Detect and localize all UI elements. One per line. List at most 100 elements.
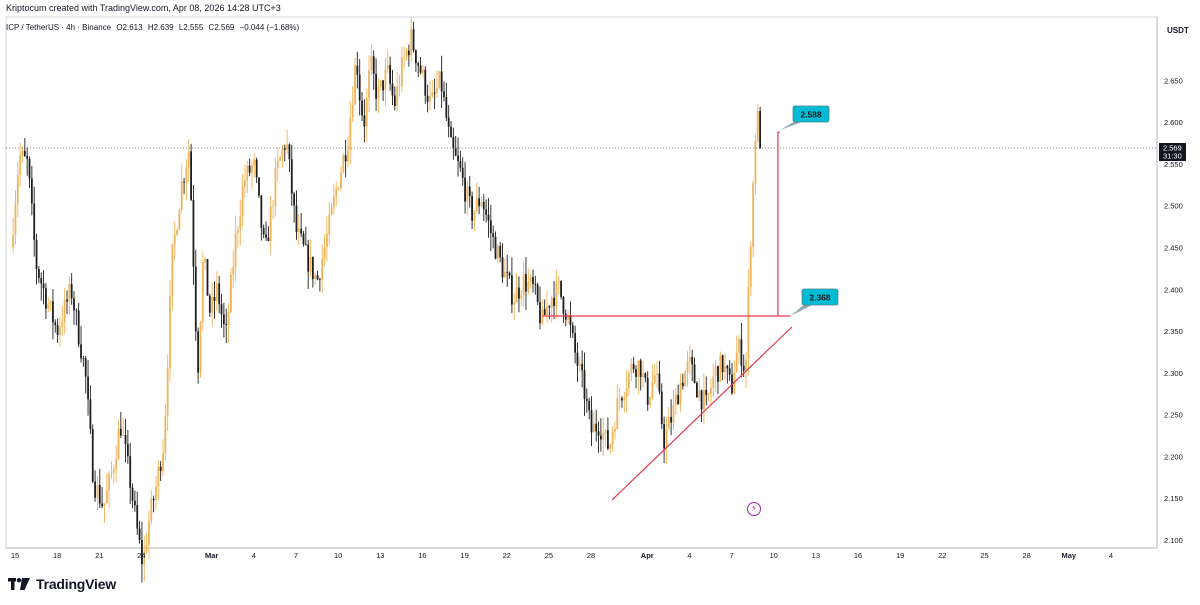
candle-body — [581, 363, 584, 371]
candle-body — [290, 159, 293, 194]
time-tick-label: 28 — [587, 551, 595, 560]
time-axis[interactable]: 15 18 21 24 Mar 4 7 10 13 16 19 22 25 28 Apr 4 7 10 13 16 19… — [11, 551, 1113, 560]
candle-body — [68, 283, 71, 302]
lightning-event-icon[interactable]: ⚡ — [747, 502, 761, 516]
candle-body — [103, 503, 106, 507]
candle-body — [468, 186, 471, 197]
candle-body — [578, 363, 581, 366]
candle-body — [674, 394, 677, 405]
time-tick-label: 18 — [53, 551, 61, 560]
candle-body — [220, 304, 223, 315]
candle-body — [440, 71, 443, 92]
candle-body — [171, 244, 174, 297]
candle-body — [244, 180, 246, 187]
candle-body — [384, 68, 387, 91]
candle-body — [721, 355, 724, 373]
candle-body — [304, 244, 307, 246]
candle-body — [660, 391, 663, 425]
candle-body — [115, 459, 118, 469]
price-tick-label: 2.650 — [1164, 76, 1183, 85]
candle-body — [670, 416, 673, 423]
time-tick-label: 16 — [418, 551, 426, 560]
target-callout-text: 2.588 — [800, 110, 822, 120]
time-tick-label: Apr — [641, 551, 654, 560]
candle-body — [513, 302, 516, 305]
candle-body — [665, 429, 668, 449]
drawings-layer: 2.588 2.368 — [6, 105, 1157, 501]
candle-body — [417, 63, 420, 66]
candle-body — [377, 86, 380, 99]
candle-body — [740, 339, 743, 366]
support-callout[interactable]: 2.368 — [790, 288, 839, 317]
candle-body — [98, 484, 101, 504]
candle-body — [351, 104, 354, 119]
target-callout[interactable]: 2.588 — [779, 105, 830, 131]
candle-body — [368, 70, 370, 99]
time-tick-label: 28 — [1022, 551, 1030, 560]
candle-body — [447, 117, 450, 127]
candle-body — [574, 333, 577, 353]
change-value: −0.044 (−1.68%) — [239, 23, 300, 32]
candle-body — [459, 161, 462, 168]
candle-body — [475, 198, 478, 211]
candle-body — [157, 466, 160, 487]
candle-body — [166, 368, 169, 416]
symbol-name[interactable]: ICP / TetherUS · 4h · Binance — [6, 23, 112, 32]
candle-body — [124, 434, 127, 445]
target-callout-pointer — [779, 120, 807, 131]
candle-body — [82, 358, 85, 360]
candle-body — [61, 322, 64, 327]
rising-trendline[interactable] — [611, 326, 793, 501]
candle-body — [16, 175, 19, 204]
candle-body — [667, 416, 670, 430]
candle-body — [604, 430, 607, 433]
candle-body — [241, 186, 244, 217]
candle-body — [363, 115, 366, 127]
candle-body — [609, 444, 612, 449]
candle-body — [159, 466, 162, 472]
bar-countdown: 31:30 — [1163, 152, 1182, 161]
candle-body — [391, 83, 394, 96]
candle-body — [576, 352, 579, 366]
candle-body — [251, 164, 253, 173]
candle-body — [335, 189, 338, 197]
candle-body — [328, 214, 331, 235]
candle-body — [527, 281, 530, 292]
candle-body — [56, 325, 59, 336]
candle-body — [201, 261, 204, 323]
candle-body — [246, 165, 249, 181]
candle-body — [496, 245, 499, 259]
candle-body — [389, 65, 392, 84]
candle-body — [323, 247, 326, 259]
candle-body — [445, 96, 448, 118]
candle-body — [286, 144, 289, 150]
candle-body — [155, 486, 157, 501]
time-tick-label: 22 — [938, 551, 946, 560]
candle-body — [122, 434, 125, 436]
candle-body — [710, 388, 712, 394]
time-tick-label: 19 — [460, 551, 468, 560]
candle-body — [138, 528, 141, 540]
low-value: L2.555 — [178, 23, 204, 32]
candle-body — [274, 167, 277, 206]
candle-body — [567, 315, 570, 320]
candle-body — [12, 234, 15, 248]
candle-body — [454, 148, 457, 156]
candle-body — [326, 234, 328, 248]
candle-body — [637, 360, 640, 377]
candle-body — [337, 188, 340, 190]
candle-body — [759, 111, 762, 149]
candle-body — [414, 50, 417, 64]
candle-body — [595, 423, 598, 432]
attribution-text: Kriptocum created with TradingView.com, … — [6, 3, 281, 13]
candle-body — [35, 239, 38, 269]
candle-body — [632, 363, 635, 370]
candle-body — [91, 429, 94, 482]
candle-body — [101, 503, 104, 507]
candle-body — [28, 158, 31, 179]
candle-body — [262, 227, 265, 235]
price-axis[interactable]: 2.650 2.600 2.550 2.500 2.450 2.400 2.350 2.300… — [1159, 76, 1186, 545]
tradingview-logo[interactable]: TradingView — [8, 576, 116, 592]
candle-body — [485, 209, 488, 215]
